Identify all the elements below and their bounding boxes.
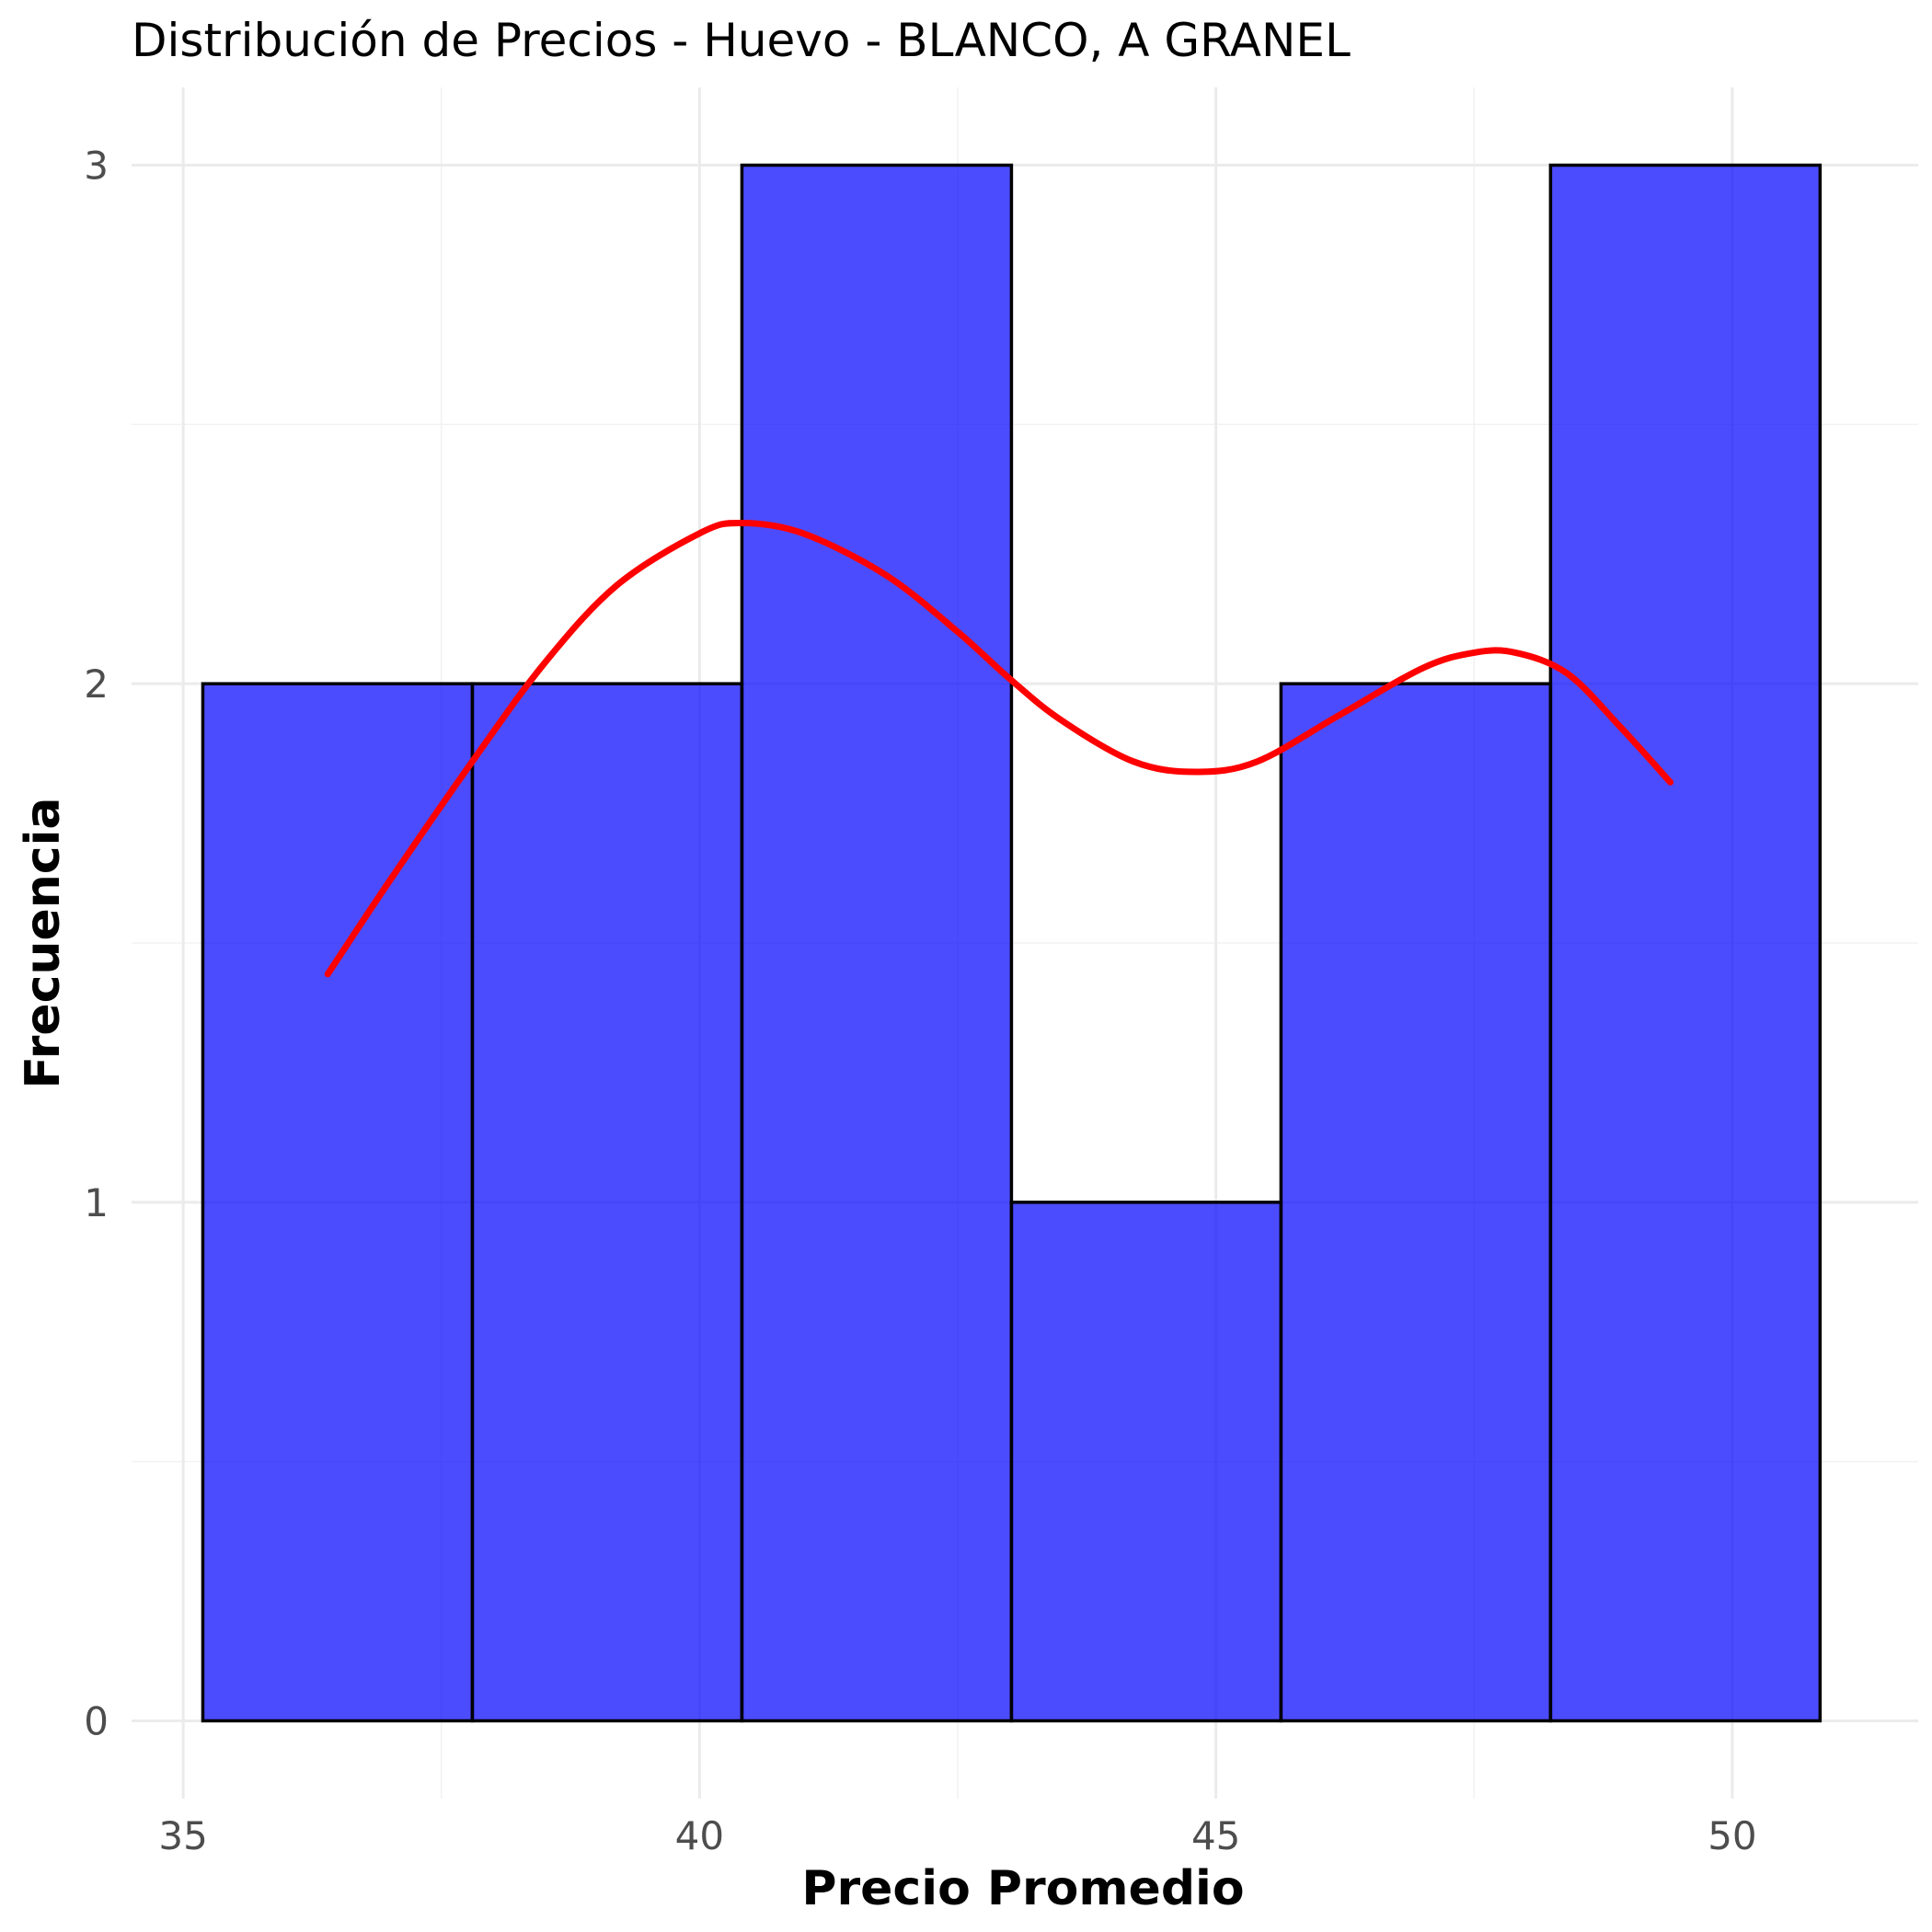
histogram-bar [1279, 682, 1553, 1723]
x-axis-title: Precio Promedio [801, 1861, 1244, 1916]
histogram-bar [470, 682, 744, 1723]
x-tick-label: 40 [675, 1813, 724, 1858]
histogram-bar [1009, 1201, 1283, 1723]
y-axis-title: Frecuencia [16, 798, 71, 1089]
density-curve [324, 520, 1674, 978]
y-tick-label: 1 [84, 1180, 109, 1225]
y-tick-label: 3 [84, 144, 109, 189]
x-tick-label: 50 [1708, 1813, 1756, 1858]
chart-title: Distribución de Precios - Huevo - BLANCO… [132, 14, 1351, 67]
x-axis-ticks: 35 40 45 50 [158, 1813, 1756, 1858]
y-tick-label: 0 [84, 1698, 109, 1743]
y-axis-ticks: 0 1 2 3 [84, 144, 109, 1744]
x-tick-label: 45 [1191, 1813, 1240, 1858]
histogram-bar [740, 163, 1014, 1723]
histogram-bar [201, 682, 475, 1723]
x-tick-label: 35 [158, 1813, 207, 1858]
histogram-bar [1548, 163, 1823, 1723]
y-tick-label: 2 [84, 661, 109, 707]
histogram-bars [201, 163, 1823, 1723]
